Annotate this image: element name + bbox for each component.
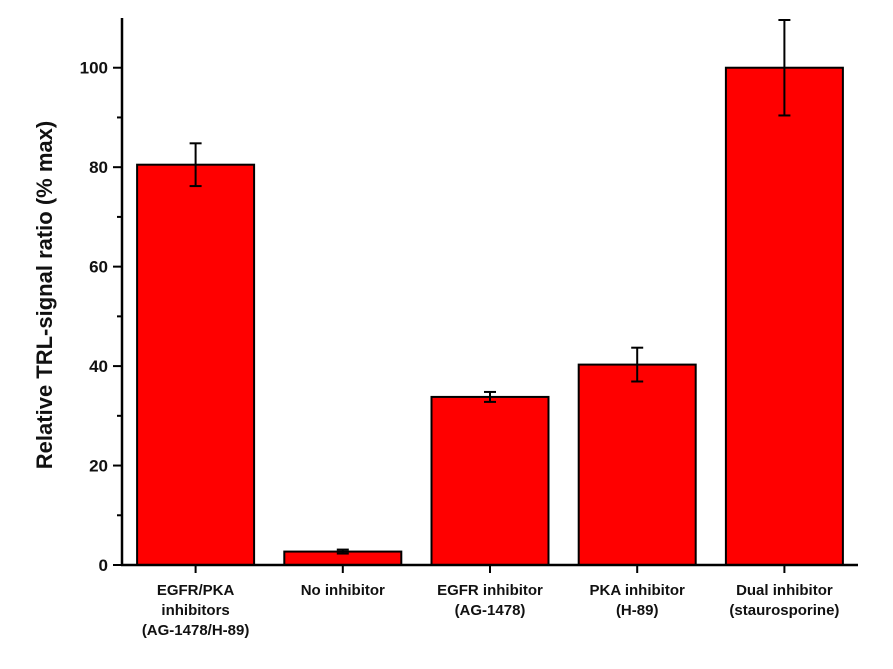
x-category-label-line: (H-89)	[616, 602, 659, 619]
x-category-label-line: inhibitors	[161, 602, 229, 619]
x-category-label-1: EGFR/PKA inhibitors (AG-1478/H-89)	[142, 582, 250, 639]
y-axis-title: Relative TRL-signal ratio (% max)	[32, 121, 57, 469]
x-category-label-line: (AG-1478)	[455, 602, 526, 619]
x-category-label-line: EGFR inhibitor	[437, 582, 543, 599]
bar-5	[724, 66, 844, 567]
bar-4	[577, 363, 697, 566]
x-category-label-line: PKA inhibitor	[590, 582, 685, 599]
y-tick-label-40: 40	[89, 357, 108, 376]
x-category-label-3: EGFR inhibitor (AG-1478)	[437, 582, 543, 619]
x-category-label-line: No inhibitor	[301, 582, 385, 599]
bar-1	[136, 163, 256, 566]
x-category-label-5: Dual inhibitor (staurosporine)	[729, 582, 839, 619]
y-tick-label-20: 20	[89, 457, 108, 476]
x-category-label-line: EGFR/PKA	[157, 582, 235, 599]
bar-3	[430, 395, 550, 566]
x-category-label-line: Dual inhibitor	[736, 582, 833, 599]
y-tick-label-80: 80	[89, 158, 108, 177]
plot-area: 0 20 40 60 80 100 EGFR/PKA inhibitors (AG-1478/H…	[80, 18, 858, 639]
y-tick-label-0: 0	[99, 556, 108, 575]
y-tick-label-60: 60	[89, 258, 108, 277]
x-category-label-4: PKA inhibitor (H-89)	[590, 582, 685, 619]
x-category-label-line: (AG-1478/H-89)	[142, 622, 250, 639]
y-tick-label-100: 100	[80, 59, 108, 78]
x-category-label-2: No inhibitor	[301, 582, 385, 599]
x-category-label-line: (staurosporine)	[729, 602, 839, 619]
